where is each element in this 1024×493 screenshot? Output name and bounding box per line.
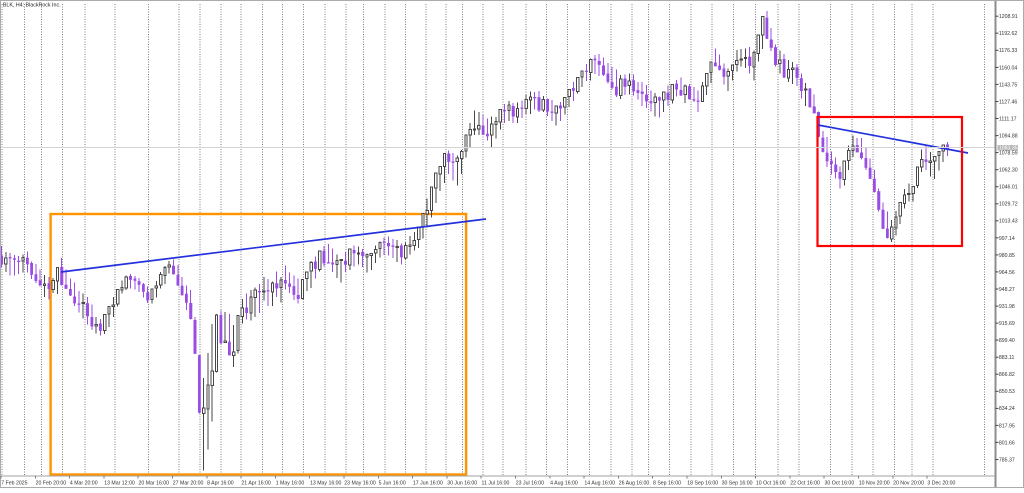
svg-text:915.69: 915.69 (999, 321, 1015, 327)
svg-text:1029.72: 1029.72 (999, 202, 1018, 208)
svg-text:980.85: 980.85 (999, 253, 1015, 259)
svg-text:1078.59: 1078.59 (999, 151, 1018, 157)
svg-text:1208.91: 1208.91 (999, 14, 1018, 20)
svg-text:7 Feb 2025: 7 Feb 2025 (1, 481, 27, 487)
svg-text:1 May 16:00: 1 May 16:00 (276, 481, 305, 487)
svg-text:785.37: 785.37 (999, 457, 1015, 463)
svg-text:899.40: 899.40 (999, 338, 1015, 344)
svg-text:1160.04: 1160.04 (999, 65, 1017, 71)
svg-text:964.56: 964.56 (999, 270, 1015, 276)
svg-text:23 May 16:00: 23 May 16:00 (344, 481, 376, 487)
svg-text:3 Dec 20:00: 3 Dec 20:00 (927, 481, 955, 487)
svg-text:11 Jul 16:00: 11 Jul 16:00 (482, 481, 510, 487)
svg-text:1083.35: 1083.35 (999, 146, 1018, 152)
svg-text:27 Mar 20:00: 27 Mar 20:00 (173, 481, 204, 487)
svg-text:18 Sep 16:00: 18 Sep 16:00 (687, 481, 718, 487)
svg-text:1143.75: 1143.75 (999, 82, 1017, 88)
svg-text:22 Oct 16:00: 22 Oct 16:00 (790, 481, 820, 487)
svg-text:BLK, H4: BlackRock Inc.: BLK, H4: BlackRock Inc. (3, 3, 61, 9)
svg-text:1013.43: 1013.43 (999, 219, 1018, 225)
svg-text:17 Jun 16:00: 17 Jun 16:00 (413, 481, 443, 487)
svg-text:948.27: 948.27 (999, 287, 1015, 293)
svg-text:4 Mar 20:00: 4 Mar 20:00 (70, 481, 98, 487)
svg-text:834.24: 834.24 (999, 406, 1015, 412)
svg-text:1192.62: 1192.62 (999, 31, 1017, 37)
svg-text:21 Apr 16:00: 21 Apr 16:00 (241, 481, 271, 487)
svg-text:30 Jun 16:00: 30 Jun 16:00 (447, 481, 477, 487)
svg-text:1176.33: 1176.33 (999, 48, 1017, 54)
svg-text:817.95: 817.95 (999, 423, 1015, 429)
svg-text:26 Aug 16:00: 26 Aug 16:00 (619, 481, 650, 487)
svg-text:30 Oct 16:00: 30 Oct 16:00 (825, 481, 855, 487)
svg-text:10 Nov 20:00: 10 Nov 20:00 (859, 481, 890, 487)
svg-text:866.82: 866.82 (999, 372, 1015, 378)
svg-text:13 Mar 12:00: 13 Mar 12:00 (104, 481, 135, 487)
svg-text:1046.01: 1046.01 (999, 185, 1018, 191)
svg-text:8 Apr 16:00: 8 Apr 16:00 (207, 481, 234, 487)
svg-text:20 Nov 20:00: 20 Nov 20:00 (893, 481, 924, 487)
svg-text:10 Oct 16:00: 10 Oct 16:00 (756, 481, 786, 487)
svg-text:30 Sep 16:00: 30 Sep 16:00 (722, 481, 753, 487)
svg-text:14 Aug 16:00: 14 Aug 16:00 (584, 481, 615, 487)
svg-text:1062.30: 1062.30 (999, 168, 1018, 174)
svg-text:20 Mar 16:00: 20 Mar 16:00 (139, 481, 170, 487)
svg-text:931.98: 931.98 (999, 304, 1015, 310)
svg-text:801.66: 801.66 (999, 440, 1015, 446)
svg-text:23 Jul 16:00: 23 Jul 16:00 (516, 481, 544, 487)
svg-text:1127.46: 1127.46 (999, 99, 1017, 105)
svg-text:997.14: 997.14 (999, 236, 1015, 242)
svg-text:1094.88: 1094.88 (999, 134, 1018, 140)
svg-text:13 May 16:00: 13 May 16:00 (310, 481, 342, 487)
svg-text:20 Feb 20:00: 20 Feb 20:00 (36, 481, 67, 487)
svg-text:883.11: 883.11 (999, 355, 1015, 361)
svg-text:5 Jun 16:00: 5 Jun 16:00 (379, 481, 406, 487)
svg-text:1111.17: 1111.17 (999, 116, 1017, 122)
svg-text:850.53: 850.53 (999, 389, 1015, 395)
svg-text:4 Aug 16:00: 4 Aug 16:00 (550, 481, 578, 487)
svg-text:8 Sep 16:00: 8 Sep 16:00 (653, 481, 681, 487)
